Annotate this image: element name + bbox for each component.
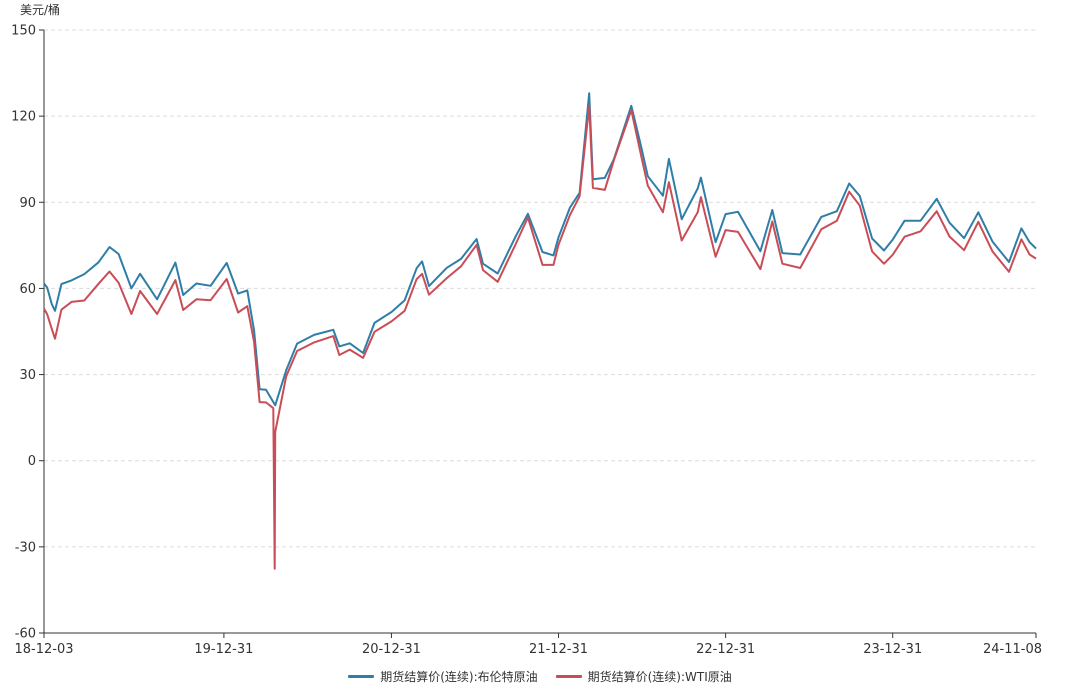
legend-item-brent[interactable]: 期货结算价(连续):布伦特原油 [348,668,538,685]
gridlines [44,29,1036,548]
y-tick-label: -60 [15,627,36,642]
legend-label-wti: 期货结算价(连续):WTI原油 [587,670,732,684]
y-tick-label: -30 [15,540,36,555]
y-tick-label: 60 [19,282,36,297]
y-axis-unit-label: 美元/桶 [20,2,60,17]
y-tick-label: 30 [19,368,36,383]
legend: 期货结算价(连续):布伦特原油 期货结算价(连续):WTI原油 [0,668,1080,685]
series-line-brent [43,92,1037,407]
x-tick-label: 20-12-31 [362,642,421,657]
x-tick-label: 19-12-31 [194,642,253,657]
y-tick-label: 90 [19,196,36,211]
legend-swatch-brent [348,675,375,678]
x-tick-label: 23-12-31 [863,642,922,657]
legend-item-wti[interactable]: 期货结算价(连续):WTI原油 [555,668,732,685]
y-tick-label: 120 [11,110,36,125]
x-tick-label: 21-12-31 [529,642,588,657]
x-tick-label: 18-12-03 [14,642,73,657]
series-line-wti [43,104,1037,570]
y-tick-label: 150 [11,24,36,39]
x-tick-label: 22-12-31 [696,642,755,657]
x-tick-label: 24-11-08 [983,642,1042,657]
y-tick-label: 0 [28,454,36,469]
series-lines [43,92,1037,570]
legend-swatch-wti [555,675,582,678]
legend-label-brent: 期货结算价(连续):布伦特原油 [380,670,538,684]
